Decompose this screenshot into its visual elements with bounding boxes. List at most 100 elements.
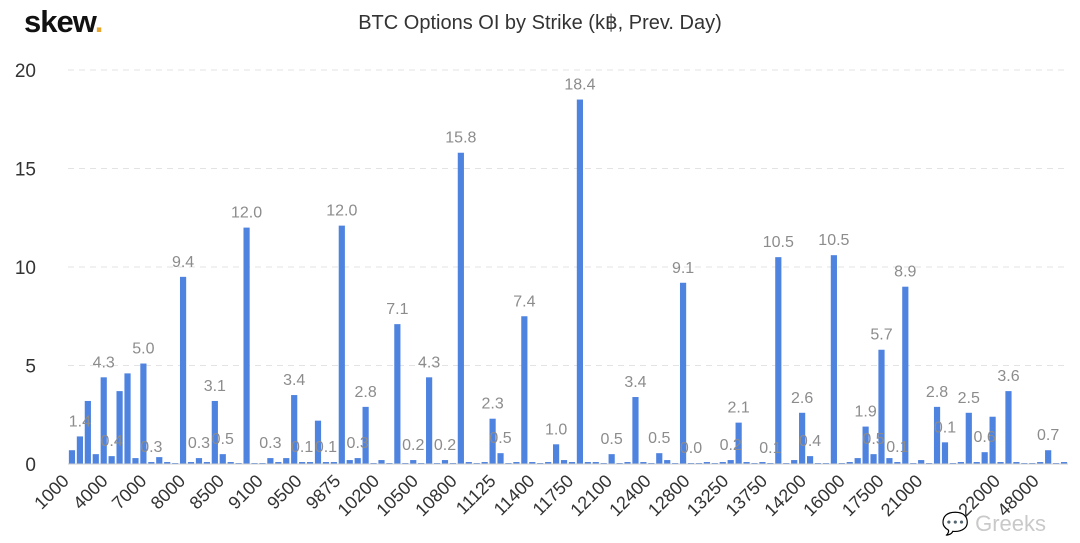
bar-92 — [799, 412, 806, 464]
data-label: 0.1 — [315, 439, 337, 456]
bar-14 — [179, 276, 187, 464]
bar-45 — [426, 377, 433, 464]
bar-91 — [791, 460, 798, 464]
data-label: 12.0 — [326, 203, 357, 220]
bar-8 — [132, 458, 139, 464]
data-label: 12.0 — [231, 205, 262, 222]
x-tick-label: 11400 — [490, 471, 539, 520]
bar-71 — [632, 397, 639, 464]
data-label: 2.6 — [791, 390, 813, 407]
x-tick-label: 9500 — [263, 471, 305, 513]
bar-4 — [100, 377, 107, 464]
x-tick-label: 8500 — [186, 471, 228, 513]
bar-25 — [267, 458, 274, 464]
bar-74 — [656, 453, 663, 464]
bar-9 — [140, 363, 147, 464]
data-label: 2.8 — [926, 384, 948, 401]
data-label: 0.5 — [648, 430, 670, 447]
bar-100 — [862, 426, 869, 464]
bar-53 — [489, 418, 496, 464]
data-label: 0.1 — [886, 439, 908, 456]
y-tick-label: 10 — [15, 258, 36, 279]
bar-87 — [759, 462, 766, 464]
bar-114 — [973, 462, 980, 464]
bar-52 — [481, 462, 488, 464]
x-tick-label: 21000 — [877, 471, 927, 521]
chart-title: BTC Options OI by Strike (k฿, Prev. Day) — [358, 12, 722, 34]
bar-58 — [529, 462, 536, 464]
x-tick-label: 4000 — [69, 471, 111, 513]
data-label: 0.5 — [601, 431, 623, 448]
bar-83 — [727, 460, 734, 464]
data-label: 5.7 — [870, 327, 892, 344]
bar-66 — [592, 462, 599, 464]
bar-105 — [902, 286, 909, 464]
bar-68 — [608, 454, 615, 464]
data-label: 10.5 — [763, 234, 794, 251]
bar-84 — [735, 422, 742, 464]
watermark: 💬 Greeks — [942, 511, 1046, 537]
data-label: 0.2 — [720, 437, 742, 454]
bar-103 — [886, 458, 893, 464]
bar-43 — [410, 460, 417, 464]
data-label: 0.4 — [101, 433, 123, 450]
data-label: 7.1 — [386, 301, 408, 318]
bar-34 — [338, 225, 345, 464]
data-label: 1.0 — [545, 421, 567, 438]
bar-116 — [989, 416, 996, 464]
bar-12 — [164, 462, 171, 464]
x-tick-label: 10800 — [411, 471, 461, 521]
data-label: 0.2 — [402, 437, 424, 454]
data-label: 0.7 — [1037, 427, 1059, 444]
y-axis-ticks: 0 5 10 15 20 — [15, 61, 36, 476]
x-tick-label: 13750 — [722, 471, 772, 521]
bar-117 — [997, 462, 1004, 464]
x-tick-label: 1000 — [30, 471, 72, 513]
bar-0 — [68, 450, 76, 464]
bar-64 — [576, 99, 583, 465]
data-label: 2.1 — [728, 400, 750, 417]
data-label: 0.0 — [680, 440, 702, 457]
bar-62 — [560, 460, 568, 464]
y-tick-label: 20 — [15, 61, 36, 82]
data-label: 0.2 — [434, 437, 456, 454]
bar-101 — [870, 454, 877, 464]
bar-99 — [854, 458, 861, 464]
data-label: 9.4 — [172, 254, 194, 271]
data-label: 0.6 — [974, 429, 996, 446]
data-label: 7.4 — [513, 293, 535, 310]
x-tick-label: 10500 — [372, 471, 422, 521]
bar-102 — [878, 349, 885, 464]
bar-60 — [545, 462, 552, 464]
bar-98 — [846, 462, 853, 464]
data-label: 2.5 — [958, 390, 980, 407]
logo-text: skew — [24, 4, 96, 39]
data-label: 1.9 — [854, 404, 876, 421]
bar-56 — [513, 462, 520, 464]
bar-104 — [894, 462, 901, 464]
data-label: 0.1 — [291, 439, 313, 456]
bar-70 — [624, 462, 631, 464]
bar-107 — [918, 460, 925, 464]
data-label: 2.3 — [481, 396, 503, 413]
bar-54 — [497, 453, 504, 464]
bar-3 — [92, 454, 99, 464]
bar-33 — [330, 462, 337, 464]
data-label: 0.3 — [188, 435, 210, 452]
bar-61 — [553, 444, 560, 464]
x-tick-label: 11125 — [452, 471, 500, 519]
y-tick-label: 0 — [25, 455, 36, 476]
bar-49 — [457, 152, 464, 465]
x-tick-label: 8000 — [147, 471, 189, 513]
x-tick-label: 9100 — [224, 471, 266, 513]
bar-26 — [275, 462, 282, 464]
data-labels: 1.4 4.3 0.4 5.0 0.3 9.4 0.3 3.1 0.5 12.0 0.3 3.4 0.1… — [69, 77, 1060, 457]
bar-15 — [187, 462, 195, 464]
bar-2 — [84, 400, 91, 464]
data-label: 4.3 — [418, 354, 440, 371]
y-tick-label: 5 — [25, 357, 36, 378]
bar-6 — [116, 391, 123, 464]
data-label: 10.5 — [818, 232, 849, 249]
bar-35 — [346, 460, 353, 464]
bar-1 — [76, 436, 83, 464]
